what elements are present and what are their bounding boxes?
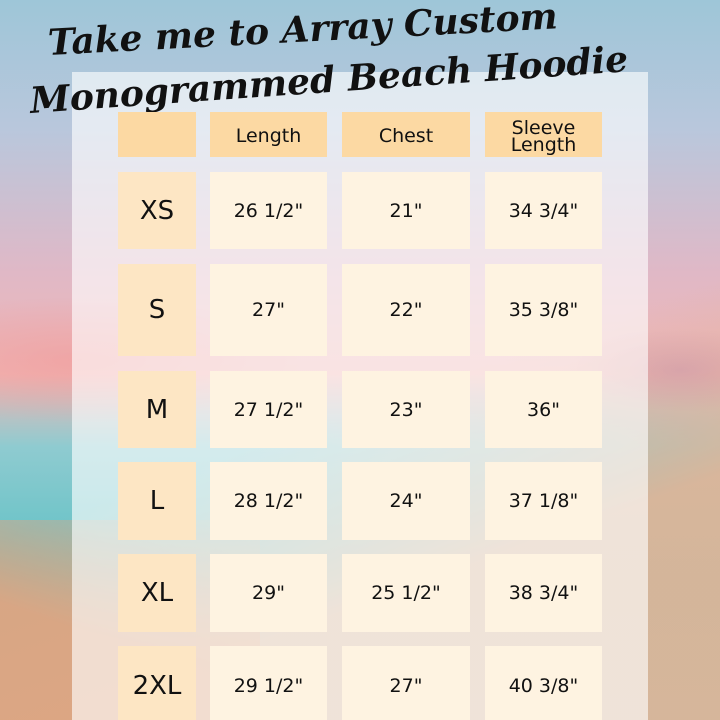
measurement: 22" [342, 264, 470, 356]
size-label: 2XL [118, 646, 196, 720]
measurement: 34 3/4" [485, 172, 602, 249]
size-label: M [118, 371, 196, 448]
measurement: 36" [485, 371, 602, 448]
column-header: Length [210, 112, 327, 157]
size-label: XS [118, 172, 196, 249]
measurement: 25 1/2" [342, 554, 470, 632]
measurement: 29" [210, 554, 327, 632]
measurement: 29 1/2" [210, 646, 327, 720]
measurement: 27" [342, 646, 470, 720]
size-label: L [118, 462, 196, 540]
header-corner [118, 112, 196, 157]
measurement: 28 1/2" [210, 462, 327, 540]
column-header: Sleeve Length [485, 112, 602, 157]
measurement: 40 3/8" [485, 646, 602, 720]
measurement: 27" [210, 264, 327, 356]
measurement: 24" [342, 462, 470, 540]
measurement: 38 3/4" [485, 554, 602, 632]
measurement: 27 1/2" [210, 371, 327, 448]
measurement: 21" [342, 172, 470, 249]
measurement: 26 1/2" [210, 172, 327, 249]
measurement: 37 1/8" [485, 462, 602, 540]
measurement: 35 3/8" [485, 264, 602, 356]
size-label: S [118, 264, 196, 356]
measurement: 23" [342, 371, 470, 448]
column-header: Chest [342, 112, 470, 157]
size-label: XL [118, 554, 196, 632]
